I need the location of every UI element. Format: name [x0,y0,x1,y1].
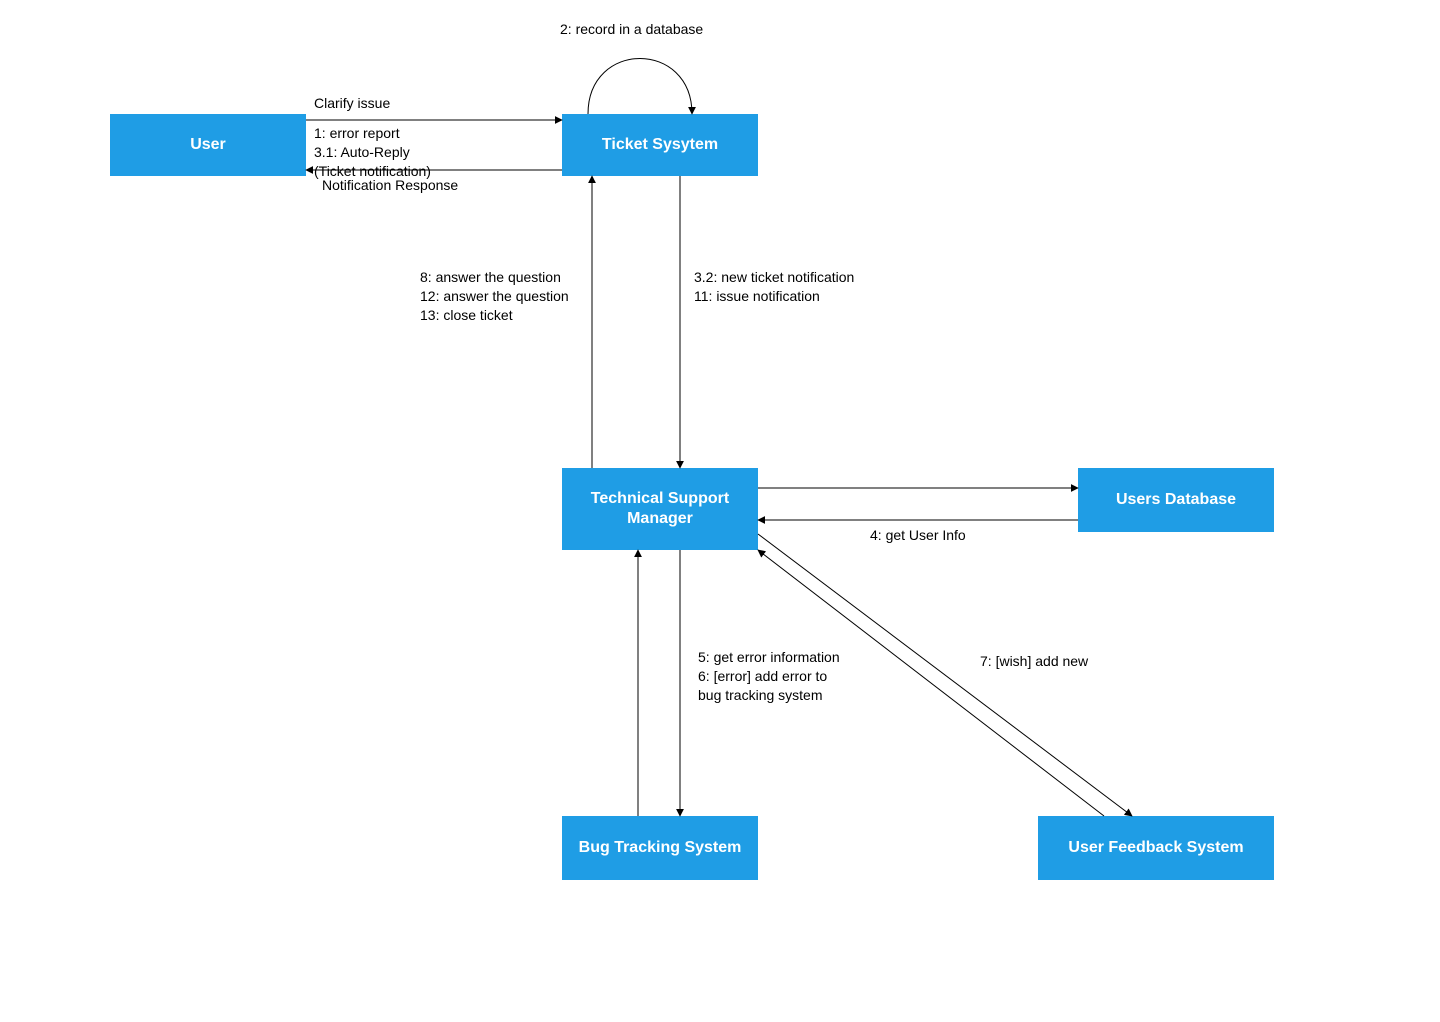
label-wish-add-new: 7: [wish] add new [980,652,1088,671]
node-feedback-label: User Feedback System [1068,838,1243,858]
label-ticket-to-tsm: 3.2: new ticket notification 11: issue n… [694,268,854,306]
label-user-ticket-msgs: 1: error report 3.1: Auto-Reply (Ticket … [314,124,431,181]
node-ticket-system: Ticket Sysytem [562,114,758,176]
label-get-user-info: 4: get User Info [870,526,966,545]
edge-ticket-self-loop [588,59,692,115]
label-tsm-to-ticket: 8: answer the question 12: answer the qu… [420,268,569,325]
node-user-feedback-system: User Feedback System [1038,816,1274,880]
label-bug-tracking: 5: get error information 6: [error] add … [698,648,840,705]
label-clarify-issue: Clarify issue [314,94,390,113]
node-usersdb-label: Users Database [1116,490,1236,510]
label-self-loop: 2: record in a database [560,20,703,39]
label-notification-response: Notification Response [322,176,458,195]
node-bugtrack-label: Bug Tracking System [579,838,742,858]
node-bug-tracking-system: Bug Tracking System [562,816,758,880]
node-users-database: Users Database [1078,468,1274,532]
node-user: User [110,114,306,176]
node-technical-support-manager: Technical Support Manager [562,468,758,550]
node-user-label: User [190,135,226,155]
node-tsm-label: Technical Support Manager [572,489,748,529]
node-ticket-label: Ticket Sysytem [602,135,718,155]
